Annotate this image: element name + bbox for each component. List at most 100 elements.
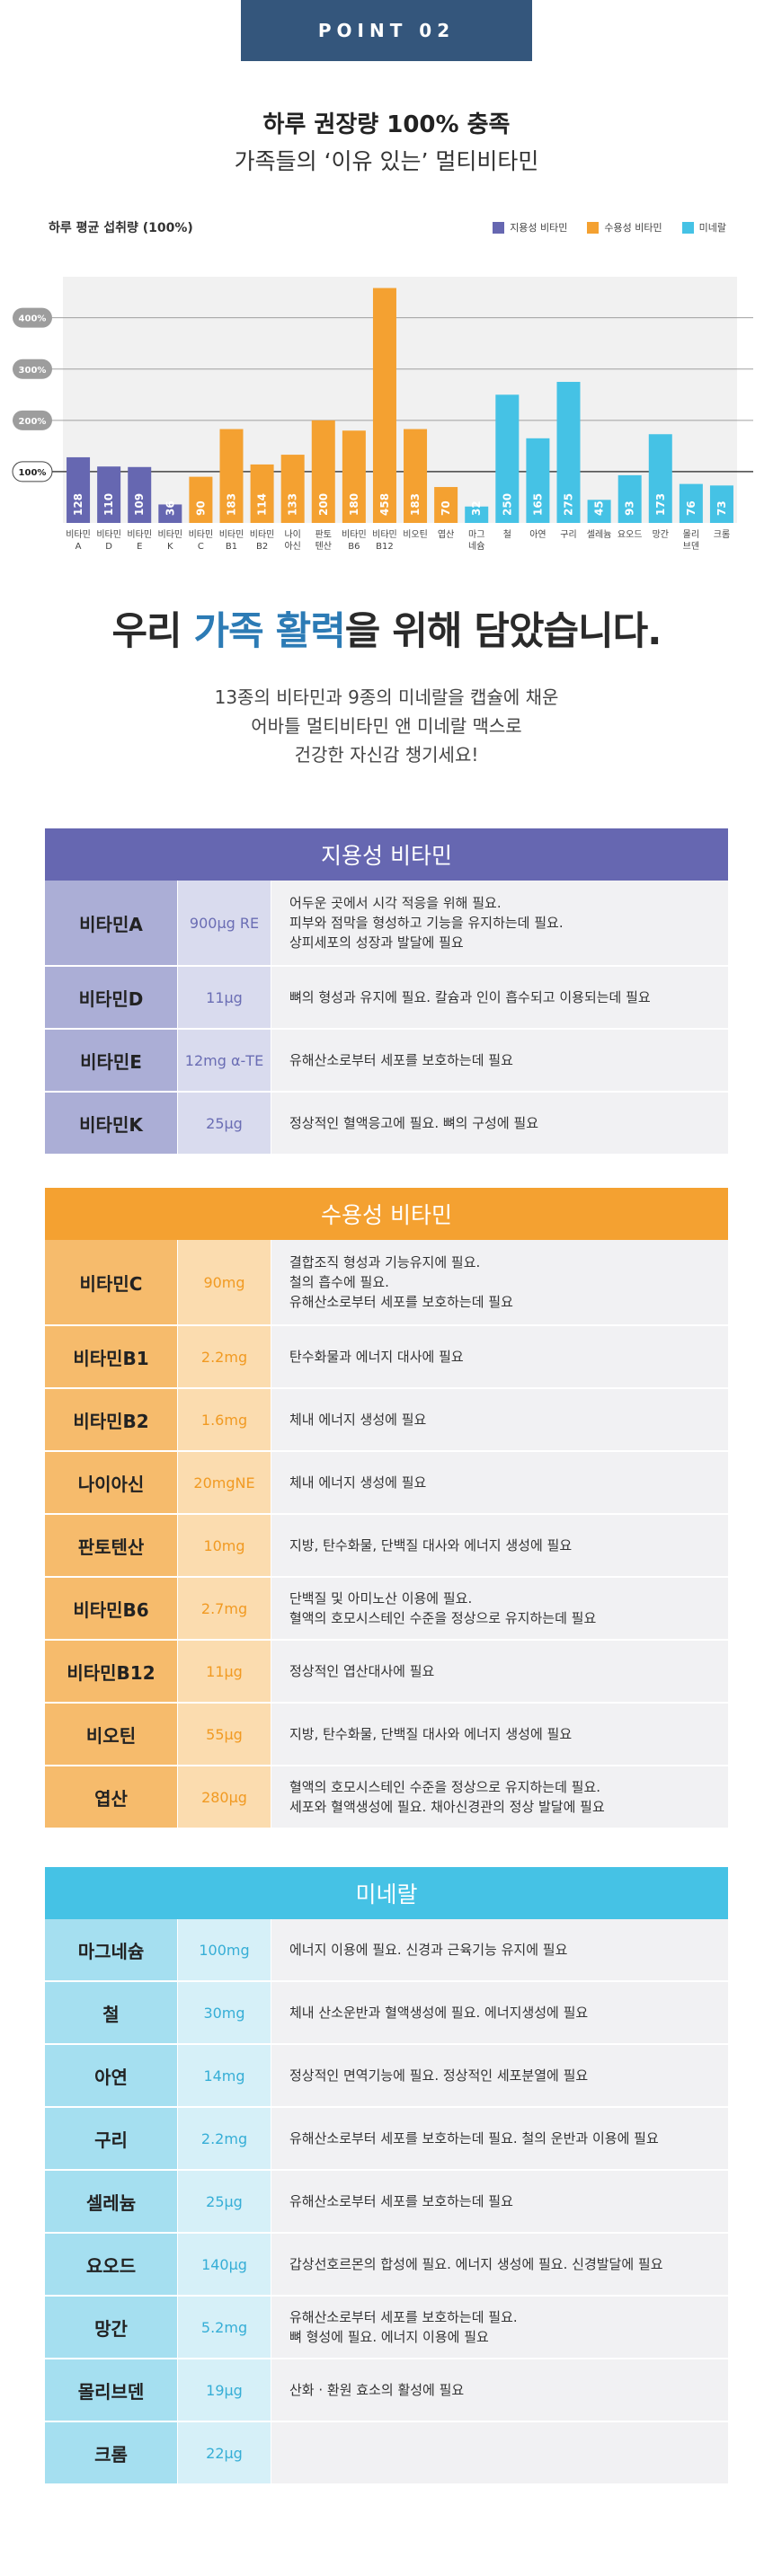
x-tick-label: 텐산	[315, 541, 332, 552]
nutrient-name: 요오드	[45, 2234, 178, 2295]
nutrient-name: 구리	[45, 2108, 178, 2169]
description-line: 산화 · 환원 효소의 활성에 필요	[289, 2382, 465, 2398]
y-tick-pill	[12, 461, 53, 482]
table-row: 비오틴 55μg 지방, 탄수화물, 단백질 대사와 에너지 생성에 필요	[45, 1704, 728, 1766]
bar-data-label: 458	[378, 493, 391, 516]
mineral-section-header: 미네랄	[45, 1867, 728, 1919]
x-tick-label: B6	[348, 542, 360, 552]
table-row: 엽산 280μg 혈액의 호모시스테인 수준을 정상으로 유지하는데 필요. 세포와 …	[45, 1766, 728, 1829]
nutrient-name: 나이아신	[45, 1452, 178, 1513]
y-tick-pill	[13, 359, 52, 379]
description-line: 지방, 탄수화물, 단백질 대사와 에너지 생성에 필요	[289, 1726, 573, 1742]
bar	[250, 464, 274, 523]
table-row: 비타민B12 11μg 정상적인 엽산대사에 필요	[45, 1641, 728, 1704]
main-slogan: 우리 가족 활력을 위해 담았습니다.	[0, 600, 773, 656]
x-tick-label: 아연	[529, 529, 546, 540]
nutrient-description: 탄수화물과 에너지 대사에 필요	[271, 1326, 728, 1387]
bar	[587, 500, 611, 523]
nutrient-description: 지방, 탄수화물, 단백질 대사와 에너지 생성에 필요	[271, 1704, 728, 1765]
bar	[342, 430, 366, 523]
nutrient-description: 체내 산소운반과 혈액생성에 필요. 에너지생성에 필요	[271, 1982, 728, 2043]
bar-data-label: 90	[194, 500, 207, 516]
bar	[648, 434, 672, 523]
x-tick-label: A	[76, 542, 82, 552]
bar-data-label: 32	[470, 500, 483, 516]
bar-data-label: 133	[287, 493, 299, 516]
nutrient-amount: 25μg	[178, 1093, 271, 1154]
nutrient-name: 몰리브덴	[45, 2359, 178, 2421]
description-line: 체내 산소운반과 혈액생성에 필요. 에너지생성에 필요	[289, 2005, 589, 2021]
nutrient-description: 정상적인 혈액응고에 필요. 뼈의 구성에 필요	[271, 1093, 728, 1154]
bar-data-label: 173	[654, 493, 667, 516]
nutrient-description: 체내 에너지 생성에 필요	[271, 1452, 728, 1513]
table-row: 크롬 22μg	[45, 2422, 728, 2485]
x-tick-label: B1	[226, 542, 237, 552]
table-row: 비타민E 12mg α-TE 유해산소로부터 세포를 보호하는데 필요	[45, 1030, 728, 1093]
x-tick-label: D	[105, 542, 112, 552]
table-row: 판토텐산 10mg 지방, 탄수화물, 단백질 대사와 에너지 생성에 필요	[45, 1515, 728, 1578]
mineral-table: 미네랄 마그네슘 100mg 에너지 이용에 필요. 신경과 근육기능 유지에 필요 철…	[45, 1867, 728, 2485]
description: 13종의 비타민과 9종의 미네랄을 캡슐에 채운 어바틀 멀티비타민 앤 미네…	[0, 683, 773, 769]
x-tick-label: 비타민	[219, 529, 244, 540]
bar-data-label: 183	[409, 493, 422, 516]
table-row: 마그네슘 100mg 에너지 이용에 필요. 신경과 근육기능 유지에 필요	[45, 1919, 728, 1982]
x-tick-label: 비타민	[189, 529, 214, 540]
intake-bar-chart: 100% 200% 300% 400% 128 비타민 A 110 비타민 D 109 비타민 E 36 비…	[12, 277, 753, 552]
x-tick-label: B2	[256, 542, 268, 552]
point-badge: POINT 02	[241, 0, 532, 61]
x-tick-label: K	[167, 542, 173, 552]
bar	[372, 288, 396, 523]
nutrient-description: 체내 에너지 생성에 필요	[271, 1389, 728, 1450]
description-line: 단백질 및 아미노산 이용에 필요.	[289, 1590, 473, 1607]
bar	[67, 456, 91, 523]
chart-legend: 지용성 비타민 수용성 비타민 미네랄	[493, 220, 726, 235]
bar-data-label: 110	[102, 493, 115, 516]
bar-data-label: 200	[317, 493, 330, 516]
nutrient-name: 크롬	[45, 2422, 178, 2483]
nutrient-amount: 14mg	[178, 2045, 271, 2106]
bar-data-label: 70	[440, 500, 452, 516]
nutrient-name: 엽산	[45, 1766, 178, 1828]
x-tick-label: 비오틴	[403, 529, 428, 540]
x-tick-label: 비타민	[66, 529, 91, 540]
nutrient-name: 비타민A	[45, 881, 178, 965]
nutrient-name: 마그네슘	[45, 1919, 178, 1980]
headline-secondary: 가족들의 ‘이유 있는’ 멀티비타민	[234, 148, 539, 174]
nutrient-amount: 55μg	[178, 1704, 271, 1765]
headline-primary: 하루 권장량 100% 충족	[262, 111, 511, 138]
legend-label-mineral: 미네랄	[698, 222, 726, 234]
nutrient-name: 비타민C	[45, 1240, 178, 1324]
nutrient-name: 비타민D	[45, 967, 178, 1028]
nutrient-description: 유해산소로부터 세포를 보호하는데 필요	[271, 1030, 728, 1091]
x-tick-label: 비타민	[158, 529, 183, 540]
table-row: 철 30mg 체내 산소운반과 혈액생성에 필요. 에너지생성에 필요	[45, 1982, 728, 2045]
x-tick-label: 아신	[284, 541, 300, 552]
bar	[526, 438, 550, 523]
nutrient-name: 셀레늄	[45, 2171, 178, 2232]
nutrient-amount: 25μg	[178, 2171, 271, 2232]
table-row: 비타민D 11μg 뼈의 형성과 유지에 필요. 칼슘과 인이 흡수되고 이용되는데…	[45, 967, 728, 1030]
nutrient-description: 유해산소로부터 세포를 보호하는데 필요	[271, 2171, 728, 2232]
table-row: 아연 14mg 정상적인 면역기능에 필요. 정상적인 세포분열에 필요	[45, 2045, 728, 2108]
table-row: 비타민C 90mg 결합조직 형성과 기능유지에 필요. 철의 흡수에 필요. 유해산소…	[45, 1240, 728, 1326]
nutrient-description	[271, 2422, 728, 2483]
x-tick-label: B12	[376, 542, 394, 552]
table-row: 비타민B1 2.2mg 탄수화물과 에너지 대사에 필요	[45, 1326, 728, 1389]
description-line: 세포와 혈액생성에 필요. 채아신경관의 정상 발달에 필요	[289, 1799, 605, 1815]
bar-data-label: 73	[715, 500, 728, 516]
table-row: 비타민B2 1.6mg 체내 에너지 생성에 필요	[45, 1389, 728, 1452]
nutrient-name: 비오틴	[45, 1704, 178, 1765]
legend-swatch-mineral	[681, 221, 694, 234]
x-tick-label: E	[137, 542, 142, 552]
y-tick-label: 400%	[19, 314, 47, 324]
bar-data-label: 183	[226, 493, 238, 516]
nutrient-amount: 12mg α-TE	[178, 1030, 271, 1091]
description-line: 13종의 비타민과 9종의 미네랄을 캡슐에 채운	[214, 686, 559, 708]
bar-data-label: 250	[501, 493, 513, 516]
description-line: 철의 흡수에 필요.	[289, 1274, 389, 1290]
x-tick-label: 망간	[653, 529, 669, 540]
bar	[404, 429, 428, 523]
x-tick-label: 마그	[468, 529, 484, 540]
nutrient-name: 아연	[45, 2045, 178, 2106]
